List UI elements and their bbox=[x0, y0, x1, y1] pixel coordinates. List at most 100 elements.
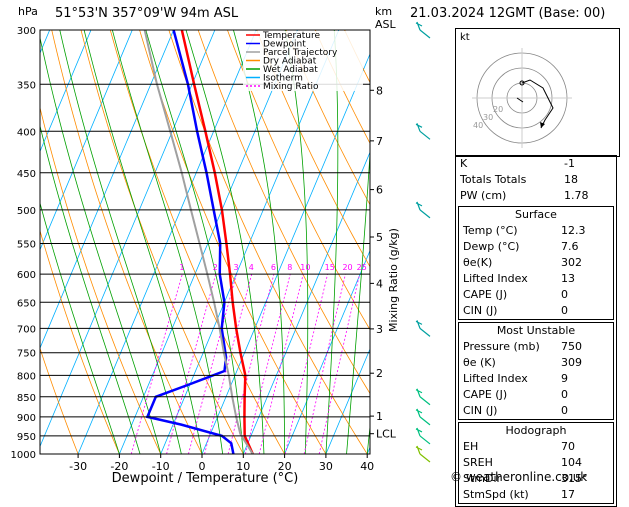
pressure-tick-label: 650 bbox=[17, 298, 36, 309]
mixing-ratio-label: 4 bbox=[249, 263, 254, 272]
km-tick-label: 2 bbox=[376, 367, 383, 380]
surface-row: Lifted Index 13 bbox=[459, 271, 613, 287]
index-row: PW (cm) 1.78 bbox=[456, 188, 616, 204]
pressure-tick-label: 850 bbox=[17, 393, 36, 404]
surface-label: Lifted Index bbox=[463, 272, 528, 285]
surface-value: 0 bbox=[561, 304, 568, 317]
dry-adiabat-line bbox=[40, 347, 79, 454]
legend-label: Dewpoint bbox=[263, 40, 306, 50]
y-axis-title-right: Mixing Ratio (g/kg) bbox=[387, 228, 400, 332]
index-label: PW (cm) bbox=[460, 189, 507, 202]
wet-adiabat-line bbox=[59, 30, 182, 454]
pressure-tick-label: 800 bbox=[17, 371, 36, 382]
hodograph-ring-label: 20 bbox=[493, 105, 503, 114]
index-value: -1 bbox=[564, 157, 575, 170]
most-unstable-value: 0 bbox=[561, 388, 568, 401]
index-label: K bbox=[460, 157, 468, 170]
km-tick-label: 8 bbox=[376, 84, 383, 97]
hodograph-index-row: StmSpd (kt) 17 bbox=[459, 487, 613, 503]
surface-row: θe(K) 302 bbox=[459, 255, 613, 271]
surface-label: Temp (°C) bbox=[463, 224, 518, 237]
wind-barb bbox=[415, 445, 431, 463]
most-unstable-row: CIN (J) 0 bbox=[459, 403, 613, 419]
mixing-ratio-labels: 1 2 3 4 6 8 10 15 20 25 bbox=[179, 263, 366, 272]
most-unstable-value: 309 bbox=[561, 356, 582, 369]
km-tick-label: LCL bbox=[376, 428, 397, 441]
wet-adiabat-line bbox=[325, 30, 339, 454]
most-unstable-title: Most Unstable bbox=[496, 324, 576, 337]
hodograph-title: Hodograph bbox=[505, 424, 567, 437]
surface-value: 12.3 bbox=[561, 224, 586, 237]
hodograph-index-label: SREH bbox=[463, 456, 493, 469]
wet-adiabat-line bbox=[284, 30, 309, 454]
temperature-tick-label: 40 bbox=[360, 460, 374, 473]
most-unstable-value: 9 bbox=[561, 372, 568, 385]
most-unstable-row: Pressure (mb) 750 bbox=[459, 339, 613, 355]
most-unstable-row: Lifted Index 9 bbox=[459, 371, 613, 387]
mixing-ratio-line bbox=[245, 274, 291, 454]
pressure-tick-label: 600 bbox=[17, 270, 36, 281]
temperature-axis: -30 -20 -10 0 10 20 30 40 bbox=[69, 454, 374, 473]
legend-label: Dry Adiabat bbox=[263, 57, 317, 67]
temperature-tick-label: 0 bbox=[199, 460, 206, 473]
isotherm-line bbox=[40, 30, 51, 55]
surface-label: CIN (J) bbox=[463, 304, 498, 317]
pressure-tick-label: 950 bbox=[17, 432, 36, 443]
km-tick-label: 4 bbox=[376, 277, 383, 290]
hodograph-index-label: StmSpd (kt) bbox=[463, 488, 529, 501]
km-axis: 8 7 6 5 4 3 2 1 LCL bbox=[370, 84, 397, 441]
surface-row: Temp (°C) 12.3 bbox=[459, 223, 613, 239]
mixing-ratio-label: 20 bbox=[342, 263, 352, 272]
hodograph-index-row: StmDir 315° bbox=[459, 471, 613, 487]
surface-label: CAPE (J) bbox=[463, 288, 508, 301]
pressure-tick-label: 350 bbox=[17, 80, 36, 91]
wet-adiabat-line bbox=[346, 147, 370, 454]
surface-row: CIN (J) 0 bbox=[459, 303, 613, 319]
index-row: K -1 bbox=[456, 156, 616, 172]
temperature-tick-label: -30 bbox=[69, 460, 87, 473]
hodograph-index-value: 17 bbox=[561, 488, 575, 501]
km-tick-label: 7 bbox=[376, 135, 383, 148]
surface-value: 0 bbox=[561, 288, 568, 301]
most-unstable-label: Pressure (mb) bbox=[463, 340, 540, 353]
most-unstable-box: Most Unstable Pressure (mb) 750 θe (K) 309 L… bbox=[458, 322, 614, 420]
wind-barb bbox=[415, 21, 431, 39]
isotherm-line bbox=[40, 30, 133, 251]
legend-background bbox=[243, 31, 363, 91]
mixing-ratio-label: 3 bbox=[233, 263, 238, 272]
surface-value: 302 bbox=[561, 256, 582, 269]
wet-adiabat-line bbox=[83, 30, 203, 454]
km-label: km bbox=[375, 5, 392, 18]
skew-t-chart: hPa km ASL 30035040045050055060065070075… bbox=[11, 5, 431, 486]
pressure-tick-label: 500 bbox=[17, 206, 36, 217]
most-unstable-label: CAPE (J) bbox=[463, 388, 508, 401]
mixing-ratio-label: 2 bbox=[213, 263, 218, 272]
wet-adiabat-line bbox=[111, 30, 224, 454]
most-unstable-value: 750 bbox=[561, 340, 582, 353]
asl-label: ASL bbox=[375, 18, 397, 31]
location-label: 51°53'N 357°09'W 94m ASL bbox=[55, 6, 239, 21]
wind-barb bbox=[415, 123, 431, 140]
wind-barbs bbox=[415, 21, 431, 463]
pressure-tick-label: 700 bbox=[17, 324, 36, 335]
wet-adiabat-line bbox=[40, 35, 162, 454]
legend-label: Parcel Trajectory bbox=[263, 48, 338, 58]
hodograph-unit: kt bbox=[460, 32, 470, 43]
index-label: Totals Totals bbox=[460, 173, 527, 186]
most-unstable-value: 0 bbox=[561, 404, 568, 417]
hodograph-index-row: SREH 104 bbox=[459, 455, 613, 471]
km-tick-label: 1 bbox=[376, 410, 383, 423]
hodograph-index-label: StmDir bbox=[463, 472, 502, 485]
pressure-tick-label: 400 bbox=[17, 127, 36, 138]
surface-value: 7.6 bbox=[561, 240, 579, 253]
wet-adiabat-line bbox=[185, 30, 265, 454]
temperature-tick-label: 20 bbox=[278, 460, 292, 473]
surface-row: CAPE (J) 0 bbox=[459, 287, 613, 303]
hodograph-ring-label: 30 bbox=[483, 113, 493, 122]
pressure-tick-label: 550 bbox=[17, 239, 36, 250]
footer-credit: © weatheronline.co.uk bbox=[450, 470, 588, 484]
surface-label: θe(K) bbox=[463, 256, 493, 269]
surface-value: 13 bbox=[561, 272, 575, 285]
legend-label: Isotherm bbox=[263, 74, 303, 84]
